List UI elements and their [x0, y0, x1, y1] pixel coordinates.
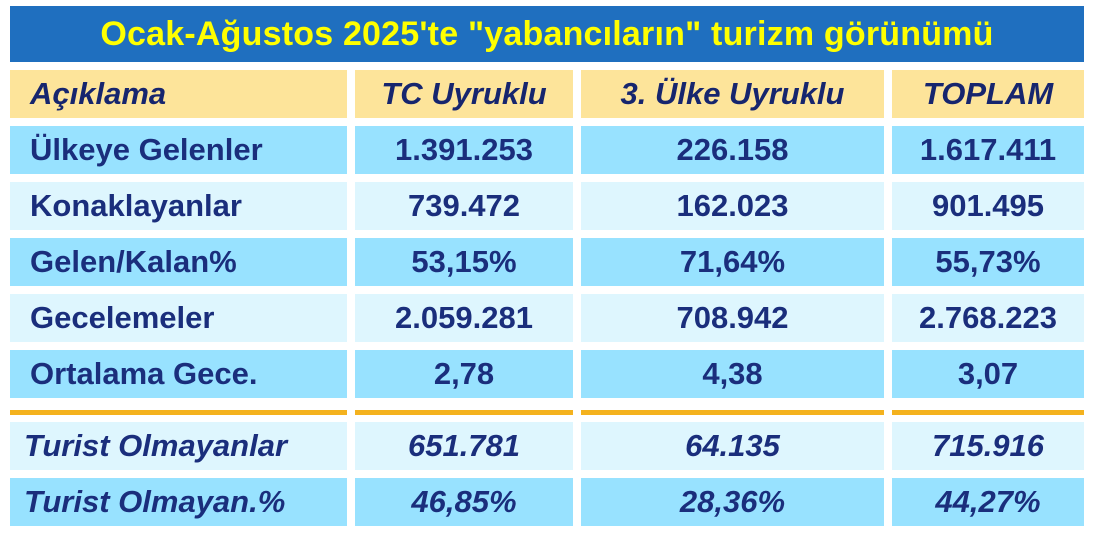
- row-label: Turist Olmayan.%: [10, 478, 347, 526]
- row-value-3-ulke: 28,36%: [581, 478, 884, 526]
- row-value-3-ulke: 162.023: [581, 182, 884, 230]
- table-title-bar: Ocak-Ağustos 2025'te "yabancıların" turi…: [10, 6, 1084, 62]
- header-toplam: TOPLAM: [892, 70, 1084, 118]
- header-aciklama: Açıklama: [10, 70, 347, 118]
- row-value-toplam: 2.768.223: [892, 294, 1084, 342]
- row-value-toplam: 715.916: [892, 422, 1084, 470]
- row-value-tc: 53,15%: [355, 238, 573, 286]
- row-value-toplam: 901.495: [892, 182, 1084, 230]
- header-3-ulke-uyruklu: 3. Ülke Uyruklu: [581, 70, 884, 118]
- row-value-3-ulke: 226.158: [581, 126, 884, 174]
- row-label: Ülkeye Gelenler: [10, 126, 347, 174]
- row-label: Gecelemeler: [10, 294, 347, 342]
- row-label: Ortalama Gece.: [10, 350, 347, 398]
- row-value-tc: 2.059.281: [355, 294, 573, 342]
- section-separator: [355, 410, 573, 415]
- row-label: Konaklayanlar: [10, 182, 347, 230]
- section-separator: [892, 410, 1084, 415]
- row-value-3-ulke: 71,64%: [581, 238, 884, 286]
- row-label: Turist Olmayanlar: [10, 422, 347, 470]
- row-value-tc: 46,85%: [355, 478, 573, 526]
- row-value-3-ulke: 64.135: [581, 422, 884, 470]
- row-value-3-ulke: 4,38: [581, 350, 884, 398]
- row-value-tc: 1.391.253: [355, 126, 573, 174]
- row-value-toplam: 55,73%: [892, 238, 1084, 286]
- section-separator: [10, 410, 347, 415]
- section-separator: [581, 410, 884, 415]
- row-value-tc: 739.472: [355, 182, 573, 230]
- header-tc-uyruklu: TC Uyruklu: [355, 70, 573, 118]
- row-value-toplam: 44,27%: [892, 478, 1084, 526]
- table-title: Ocak-Ağustos 2025'te "yabancıların" turi…: [100, 14, 994, 53]
- row-value-toplam: 1.617.411: [892, 126, 1084, 174]
- row-value-3-ulke: 708.942: [581, 294, 884, 342]
- row-value-tc: 2,78: [355, 350, 573, 398]
- row-label: Gelen/Kalan%: [10, 238, 347, 286]
- row-value-toplam: 3,07: [892, 350, 1084, 398]
- row-value-tc: 651.781: [355, 422, 573, 470]
